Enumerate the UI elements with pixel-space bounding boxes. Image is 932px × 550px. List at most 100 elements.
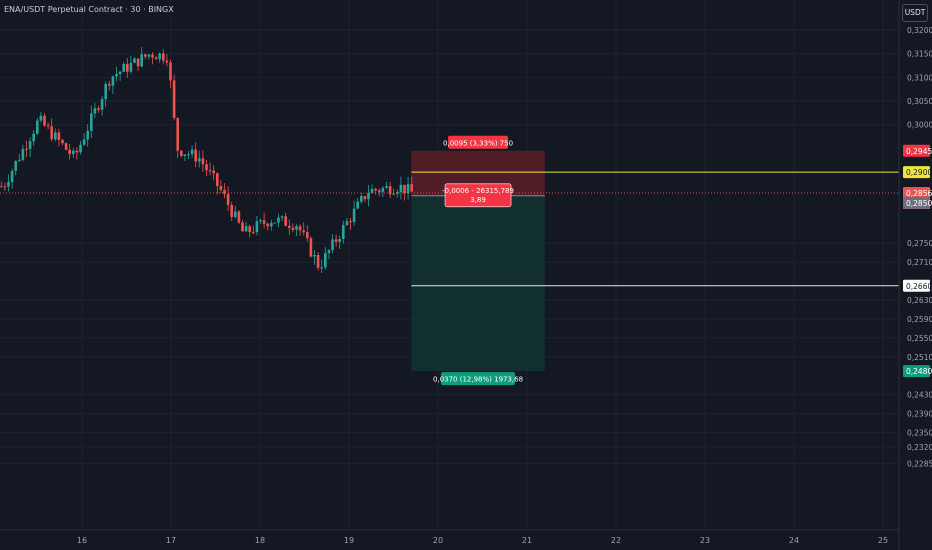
candle-body [360, 196, 363, 202]
line-price-tag-bg [903, 279, 930, 292]
target-label-bg [441, 372, 516, 386]
candle-body [21, 148, 25, 160]
candle-body [3, 186, 7, 188]
candle-body [273, 222, 277, 224]
price-tick-label: 0,2630 [907, 296, 932, 305]
candle-body [345, 221, 349, 226]
candle-body [190, 149, 194, 155]
candle-body [7, 182, 10, 187]
time-tick-label: 21 [522, 536, 532, 545]
candle-body [39, 115, 43, 121]
candle-body [324, 253, 327, 268]
candle-body [126, 64, 129, 72]
stop-label-bg [448, 135, 509, 149]
candle-body [147, 54, 151, 57]
candle-body [410, 184, 413, 192]
candle-body [10, 170, 14, 183]
candle-body [133, 58, 136, 63]
candle-body [349, 221, 352, 223]
price-labels: 0,29450,29000,285601:260,28500,26600,248… [903, 144, 932, 378]
candle-body [313, 254, 316, 257]
take-profit-zone [411, 195, 545, 372]
candlestick-series [0, 47, 899, 274]
price-axis[interactable]: 0,3200 0,3150 0,3100 0,3050 0,3000 0,2750 0,27… [907, 26, 932, 468]
candle-body [158, 53, 161, 60]
candle-body [14, 160, 17, 171]
time-tick-label: 23 [700, 536, 710, 545]
candle-body [194, 149, 197, 162]
time-tick-label: 16 [77, 536, 87, 545]
pnl-line2: 3,89 [470, 196, 486, 204]
current-price-tag: 0,2856 [906, 189, 932, 198]
position-tool[interactable] [411, 150, 545, 372]
price-tick-label: 0,3050 [907, 97, 932, 106]
candle-body [108, 83, 111, 86]
candle-body [255, 221, 259, 233]
candle-body [180, 150, 183, 156]
candle-body [79, 144, 82, 153]
price-tick-label: 0,2320 [907, 443, 932, 452]
time-tick-label: 24 [789, 536, 799, 545]
candle-body [25, 148, 28, 150]
candle-body [115, 74, 118, 77]
candle-body [118, 71, 122, 75]
candle-body [262, 220, 266, 224]
candle-body [338, 239, 341, 242]
candle-body [385, 186, 388, 188]
candle-body [230, 204, 233, 218]
candle-body [104, 83, 107, 100]
candle-body [212, 170, 215, 174]
candle-body [154, 57, 158, 60]
price-tick-label: 0,3200 [907, 26, 932, 35]
candle-body [82, 139, 86, 145]
candle-body [309, 238, 313, 257]
candle-body [111, 76, 115, 86]
candle-body [183, 154, 187, 156]
candle-body [284, 216, 287, 226]
candle-body [97, 108, 100, 110]
candle-body [129, 62, 133, 72]
price-tick-label: 0,3100 [907, 73, 932, 82]
candle-body [162, 53, 165, 61]
candle-body [176, 118, 179, 151]
candle-body [93, 108, 97, 114]
candle-body [388, 186, 392, 195]
candle-body [43, 115, 46, 126]
candle-body [18, 159, 21, 161]
candle-body [295, 226, 298, 230]
candle-body [370, 188, 374, 194]
currency-button[interactable]: USDT [902, 4, 928, 22]
alert-price-tag: 0,2900 [906, 168, 932, 177]
candle-body [302, 230, 305, 233]
candle-body [46, 125, 50, 127]
time-axis[interactable]: 16 17 18 19 20 21 22 23 24 25 [77, 536, 888, 545]
bid-price-tag: 0,2850 [906, 199, 932, 208]
stop-price-tag-bg [903, 144, 930, 157]
candle-body [165, 60, 169, 63]
candle-body [403, 184, 406, 194]
time-tick-label: 22 [611, 536, 621, 545]
price-tick-label: 0,3000 [907, 121, 932, 130]
horizontal-lines[interactable] [411, 171, 899, 287]
candle-body [280, 216, 284, 218]
bid-price-tag-bg [903, 196, 930, 209]
candle-body [36, 120, 39, 134]
candle-body [122, 64, 125, 72]
candle-body [241, 222, 244, 232]
time-tick-label: 18 [255, 536, 265, 545]
price-tick-label: 0,3150 [907, 50, 932, 59]
price-tick-label: 0,2510 [907, 353, 932, 362]
position-labels: 0,0095 (3,33%) 750 -0,0006 - 26315,7893,8… [433, 135, 523, 386]
candle-body [201, 158, 205, 165]
candle-body [50, 126, 53, 140]
target-price-tag-bg [903, 365, 930, 378]
price-tick-label: 0,2350 [907, 429, 932, 438]
candle-body [334, 239, 338, 242]
candle-body [234, 211, 237, 218]
price-tick-label: 0,2390 [907, 410, 932, 419]
candle-body [226, 193, 230, 205]
candle-body [270, 222, 273, 227]
candle-body [320, 267, 323, 269]
